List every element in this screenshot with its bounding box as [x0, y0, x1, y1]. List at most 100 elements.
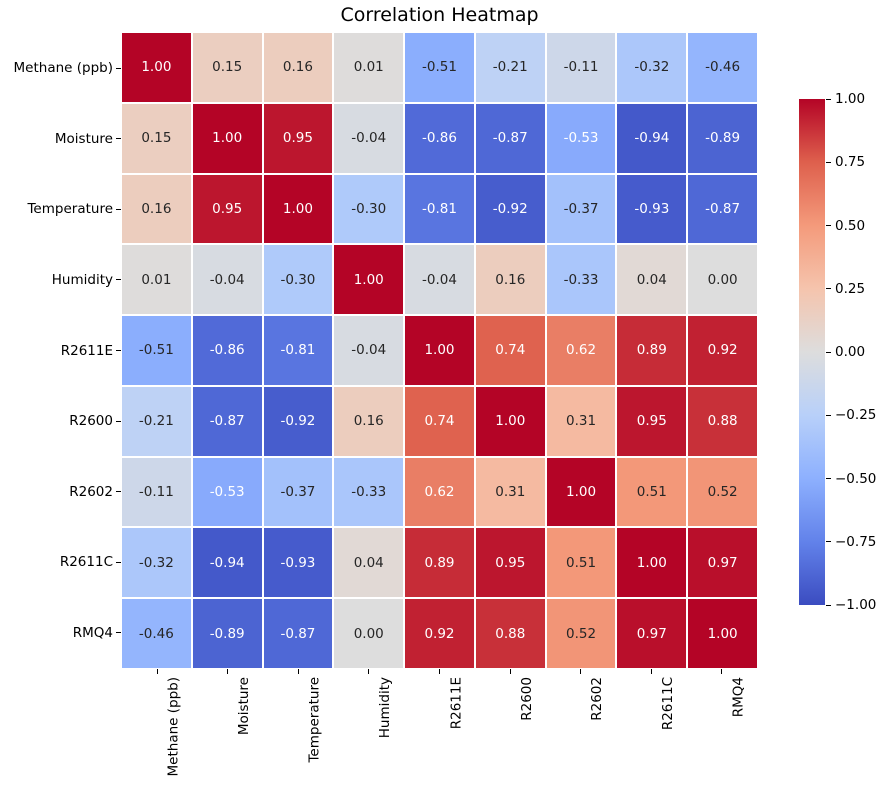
x-tick-mark — [297, 669, 299, 674]
heatmap-cell: -0.51 — [405, 33, 474, 102]
heatmap-cell: 1.00 — [688, 599, 757, 668]
y-tick-mark — [116, 350, 121, 351]
heatmap-cell: 0.95 — [192, 174, 262, 244]
heatmap-cell: -0.11 — [546, 33, 616, 102]
y-tick-label: R2611E — [60, 342, 113, 359]
heatmap-cell: -0.87 — [263, 599, 333, 668]
colorbar-tick-mark — [826, 478, 831, 479]
heatmap-cell: 0.95 — [263, 103, 333, 173]
y-tick-mark — [116, 561, 121, 563]
heatmap-cell: -0.32 — [617, 33, 687, 102]
heatmap-cell: -0.81 — [405, 174, 474, 244]
heatmap-cell: -0.94 — [192, 528, 262, 598]
colorbar-tick-mark — [826, 541, 831, 543]
heatmap-cell: 0.15 — [122, 103, 191, 173]
x-tick-mark — [509, 669, 511, 674]
heatmap-cell: 0.00 — [688, 245, 757, 315]
heatmap-cell: 0.52 — [546, 599, 616, 668]
heatmap-cell: -0.87 — [475, 103, 545, 173]
heatmap-cell: 0.95 — [475, 528, 545, 598]
x-tick-mark — [368, 669, 370, 674]
heatmap-cell: -0.33 — [334, 457, 404, 527]
heatmap-cell: 1.00 — [617, 528, 687, 598]
heatmap-cell: 0.51 — [546, 528, 616, 598]
heatmap-cell: -0.92 — [475, 174, 545, 244]
colorbar-tick-mark — [826, 414, 831, 416]
colorbar-tick-mark — [826, 161, 831, 163]
x-tick-label: R2611C — [659, 677, 676, 731]
colorbar-tick-label: −1.00 — [835, 597, 877, 613]
heatmap-cell: -0.04 — [334, 316, 404, 385]
x-tick-label: Methane (ppb) — [165, 677, 182, 777]
y-tick-mark — [116, 491, 121, 493]
heatmap-cell: 0.16 — [122, 174, 191, 244]
heatmap-cell: -0.92 — [263, 386, 333, 456]
heatmap-cell: 0.15 — [192, 33, 262, 102]
y-tick-label: R2602 — [69, 483, 113, 500]
colorbar-tick-label: 0.00 — [835, 344, 866, 360]
y-tick-label: Methane (ppb) — [13, 60, 113, 77]
heatmap-cell: -0.93 — [617, 174, 687, 244]
heatmap-cell: 0.52 — [688, 457, 757, 527]
heatmap-cell: -0.21 — [122, 386, 191, 456]
y-tick-mark — [116, 420, 121, 422]
colorbar-tick-mark — [826, 351, 831, 353]
heatmap-cell: 0.92 — [688, 316, 757, 385]
y-tick-label: Moisture — [54, 130, 113, 147]
colorbar-tick-label: −0.25 — [835, 407, 877, 424]
colorbar-tick-label: 0.75 — [835, 154, 866, 171]
heatmap-cell: -0.30 — [263, 245, 333, 315]
heatmap-cell: 0.01 — [334, 33, 404, 102]
heatmap-cell: -0.21 — [475, 33, 545, 102]
heatmap-cell: -0.89 — [192, 599, 262, 668]
heatmap-cell: -0.46 — [688, 33, 757, 102]
heatmap-cell: -0.33 — [546, 245, 616, 315]
heatmap-cell: 0.16 — [334, 386, 404, 456]
x-tick-mark — [650, 669, 652, 674]
heatmap-cell: 0.88 — [688, 386, 757, 456]
heatmap-cell: 0.74 — [475, 316, 545, 385]
colorbar-tick-mark — [826, 604, 831, 606]
x-tick-label: Moisture — [236, 677, 253, 736]
heatmap-cell: -0.51 — [122, 316, 191, 385]
heatmap-cell: -0.04 — [334, 103, 404, 173]
heatmap-cell: 1.00 — [122, 33, 191, 102]
heatmap-cell: -0.32 — [122, 528, 191, 598]
heatmap-cell: 0.62 — [546, 316, 616, 385]
y-tick-label: RMQ4 — [72, 624, 113, 641]
heatmap-cell: -0.04 — [405, 245, 474, 315]
y-tick-label: Temperature — [27, 201, 113, 218]
heatmap-cell: -0.37 — [263, 457, 333, 527]
colorbar-tick-mark — [826, 225, 831, 226]
heatmap-cell: -0.87 — [192, 386, 262, 456]
heatmap-cell: 0.16 — [475, 245, 545, 315]
x-tick-label: R2611E — [448, 677, 464, 730]
heatmap-cell: 0.97 — [688, 528, 757, 598]
y-tick-mark — [116, 208, 121, 210]
heatmap-cell: 1.00 — [405, 316, 474, 385]
heatmap-cell: 1.00 — [334, 245, 404, 315]
heatmap-cell: -0.37 — [546, 174, 616, 244]
heatmap-cell: -0.53 — [546, 103, 616, 173]
heatmap-cell: -0.86 — [405, 103, 474, 173]
heatmap-cell: 0.88 — [475, 599, 545, 668]
x-tick-mark — [227, 669, 229, 674]
x-tick-mark — [156, 669, 158, 674]
heatmap-cell: 0.16 — [263, 33, 333, 102]
heatmap-cell: 1.00 — [546, 457, 616, 527]
colorbar-gradient — [799, 99, 825, 605]
heatmap-cell: 0.62 — [405, 457, 474, 527]
heatmap-cell: -0.11 — [122, 457, 191, 527]
colorbar-tick-mark — [826, 98, 831, 100]
x-tick-label: R2602 — [589, 677, 606, 721]
x-tick-mark — [580, 669, 582, 674]
heatmap-cell: -0.04 — [192, 245, 262, 315]
heatmap-cell: 0.89 — [405, 528, 474, 598]
heatmap-cell: -0.94 — [617, 103, 687, 173]
colorbar-tick-label: 1.00 — [835, 91, 866, 107]
heatmap-cell: 0.97 — [617, 599, 687, 668]
heatmap-cell: -0.53 — [192, 457, 262, 527]
heatmap-cell: 1.00 — [192, 103, 262, 173]
heatmap-cell: -0.89 — [688, 103, 757, 173]
